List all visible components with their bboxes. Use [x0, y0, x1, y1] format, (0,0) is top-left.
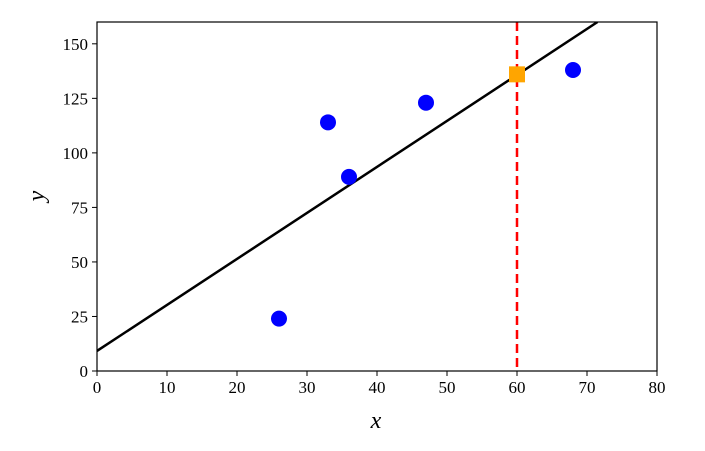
y-tick-label: 125	[63, 89, 89, 108]
point	[271, 310, 287, 327]
y-tick-label: 50	[71, 253, 88, 272]
point	[320, 114, 336, 131]
x-axis-label: x	[370, 408, 382, 434]
highlight-point	[509, 66, 525, 83]
x-tick-label: 30	[299, 378, 316, 397]
x-tick-label: 0	[93, 378, 102, 397]
y-tick-label: 75	[71, 198, 88, 217]
y-tick-label: 0	[80, 362, 89, 381]
y-tick-label: 100	[63, 144, 89, 163]
x-tick-label: 60	[509, 378, 526, 397]
plot-frame	[96, 21, 658, 372]
x-tick-label: 50	[439, 378, 456, 397]
y-tick-label: 25	[71, 307, 88, 326]
x-tick-label: 40	[369, 378, 386, 397]
y-axis-label: y	[24, 190, 50, 203]
point	[565, 61, 581, 78]
x-tick-label: 10	[159, 378, 176, 397]
point	[341, 168, 357, 185]
x-tick-label: 70	[579, 378, 596, 397]
x-tick-label: 20	[229, 378, 246, 397]
point	[418, 94, 434, 111]
x-tick-label: 80	[649, 378, 666, 397]
plot-area	[97, 22, 599, 371]
y-tick-label: 150	[63, 35, 89, 54]
